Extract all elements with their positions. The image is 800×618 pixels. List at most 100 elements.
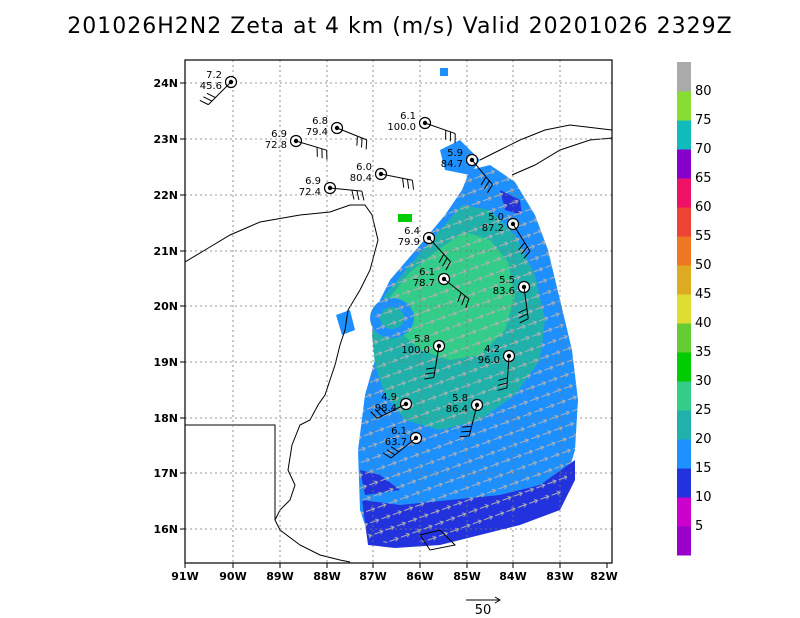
- colorbar-label: 55: [695, 229, 712, 244]
- lon-label: 91W: [171, 570, 198, 583]
- colorbar-label: 50: [695, 258, 712, 273]
- station: 5.984.7: [441, 148, 493, 193]
- station-label-top: 6.1: [400, 111, 416, 122]
- plot-frame: [184, 59, 613, 564]
- wind-barb-flag: [424, 377, 434, 380]
- wind-barb-shaft: [208, 81, 232, 105]
- wind-barb-shaft: [471, 159, 493, 185]
- reference-vector-label: 50: [475, 603, 492, 618]
- wind-barb-shaft: [329, 187, 362, 192]
- wind-barb-shaft: [512, 223, 531, 252]
- wind-barb-flag: [518, 313, 528, 319]
- station: 6.178.7: [413, 267, 470, 309]
- station: 6.163.7: [382, 426, 423, 459]
- station: 6.080.4: [350, 162, 415, 190]
- colorbar-swatch: [677, 439, 691, 469]
- lat-label: 17N: [153, 467, 178, 480]
- colorbar-swatch: [677, 178, 691, 208]
- wind-barb-flag: [356, 136, 358, 146]
- colorbar-label: 25: [695, 403, 712, 418]
- wind-barb-flag: [518, 308, 528, 314]
- colorbar-swatch: [677, 352, 691, 382]
- colorbar-swatch: [677, 323, 691, 353]
- station-label-bottom: 63.7: [385, 437, 407, 448]
- colorbar-label: 30: [695, 374, 712, 389]
- lon-label: 82W: [590, 570, 617, 583]
- wind-barb-flag: [374, 409, 383, 417]
- colorbar-swatch: [677, 526, 691, 556]
- lon-label: 89W: [266, 570, 293, 583]
- wind-barb-flag: [483, 180, 490, 190]
- lon-label: 85W: [453, 570, 480, 583]
- colorbar-label: 20: [695, 432, 712, 447]
- colorbar-swatch: [677, 207, 691, 237]
- colorbar-swatch: [677, 410, 691, 440]
- wind-barb-shaft: [424, 122, 456, 135]
- colorbar-swatch: [677, 468, 691, 498]
- station: 5.583.6: [493, 275, 531, 324]
- station-label-bottom: 72.4: [299, 187, 321, 198]
- lat-label: 24N: [153, 77, 178, 90]
- station: 6.479.9: [398, 226, 451, 271]
- station-label-top: 5.9: [447, 148, 463, 159]
- wind-barb-flag: [386, 449, 396, 456]
- wind-barb-flag: [351, 190, 355, 200]
- wind-barb-flag: [497, 387, 507, 391]
- border-line: [185, 424, 276, 520]
- station: 5.886.4: [446, 393, 484, 438]
- station-label-bottom: 80.4: [350, 173, 372, 184]
- station-label-bottom: 79.9: [398, 237, 420, 248]
- station-label-top: 6.9: [305, 176, 321, 187]
- station-label-top: 6.1: [391, 426, 407, 437]
- wind-barb-flag: [203, 96, 213, 102]
- wind-barb-flag: [519, 318, 529, 324]
- lat-label: 18N: [153, 412, 178, 425]
- wind-barb-shaft: [390, 437, 417, 459]
- station-label-top: 6.8: [312, 116, 328, 127]
- station-label-bottom: 87.2: [482, 223, 504, 234]
- colorbar-swatch: [677, 120, 691, 150]
- station-label-bottom: 72.8: [265, 140, 287, 151]
- station-label-bottom: 100.0: [401, 345, 430, 356]
- wind-barb-flag: [402, 178, 405, 188]
- colorbar-swatch: [677, 497, 691, 527]
- wind-barb-flag: [379, 406, 387, 415]
- wind-barb-flag: [462, 425, 472, 428]
- wind-barb-flag: [411, 180, 415, 190]
- station-label-top: 7.2: [206, 70, 222, 81]
- wind-barb-shaft: [428, 237, 451, 263]
- lat-label: 16N: [153, 523, 178, 536]
- lat-label: 20N: [153, 300, 178, 313]
- wind-barb-flag: [523, 250, 531, 259]
- station-label-top: 4.2: [484, 344, 500, 355]
- lon-label: 90W: [219, 570, 246, 583]
- station-label-bottom: 79.4: [306, 127, 328, 138]
- wind-barb-flag: [361, 137, 363, 148]
- colorbar-swatch: [677, 91, 691, 121]
- wind-barb-shaft: [377, 403, 407, 419]
- wind-barb-flag: [361, 191, 365, 201]
- station-label-bottom: 83.6: [493, 286, 515, 297]
- colorbar-label: 5: [695, 519, 703, 534]
- wind-barb-shaft: [380, 173, 413, 181]
- colorbar-label: 15: [695, 461, 712, 476]
- wind-barb-flag: [442, 257, 448, 267]
- station-label-bottom: 100.0: [387, 122, 416, 133]
- wind-barb-flag: [445, 261, 451, 271]
- lat-label: 19N: [153, 356, 178, 369]
- lat-label: 22N: [153, 189, 178, 202]
- wind-barb-flag: [370, 411, 378, 419]
- colorbar-swatch: [677, 265, 691, 295]
- station-label-top: 5.0: [488, 212, 504, 223]
- wind-barb-flag: [497, 382, 508, 386]
- wind-barb-flag: [382, 452, 392, 459]
- wind-barb-flag: [390, 446, 400, 453]
- station: 5.087.2: [482, 212, 531, 259]
- station-label-top: 4.9: [381, 392, 397, 403]
- lat-label: 21N: [153, 245, 178, 258]
- wind-barb-shaft: [295, 140, 327, 151]
- colorbar-label: 75: [695, 113, 712, 128]
